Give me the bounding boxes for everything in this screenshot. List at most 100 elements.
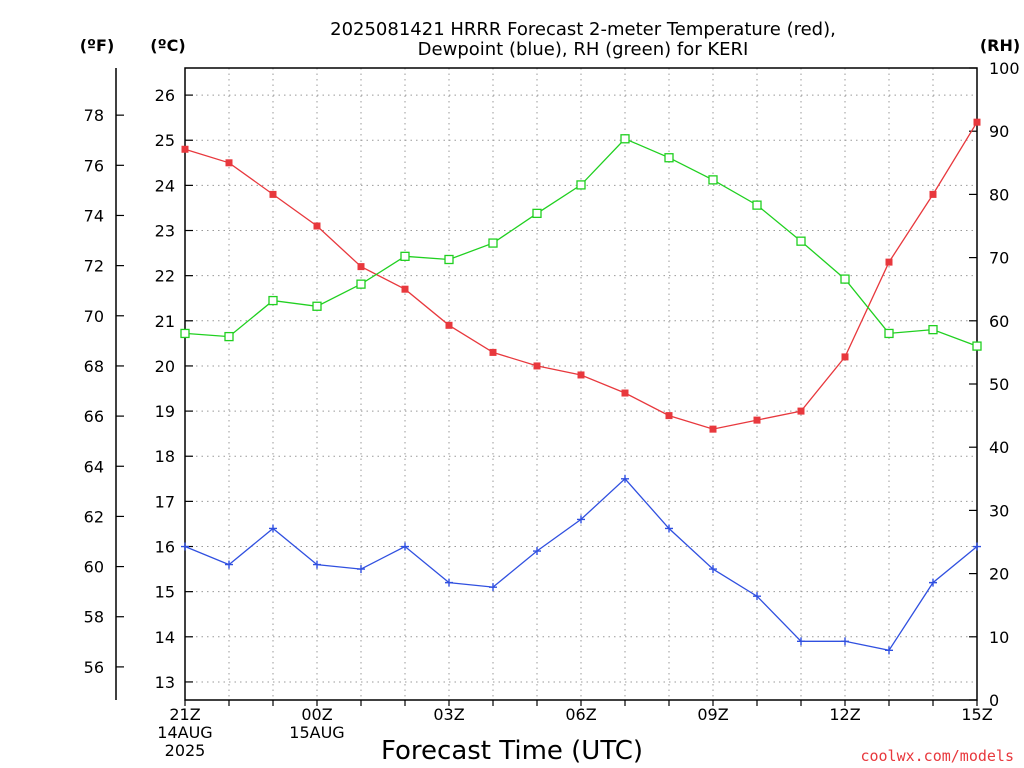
x-axis-title: Forecast Time (UTC): [381, 736, 643, 766]
temperature-point: [401, 285, 409, 293]
celsius-tick-label: 25: [155, 131, 175, 150]
temperature-point: [665, 412, 673, 420]
title-line-1: 2025081421 HRRR Forecast 2-meter Tempera…: [330, 19, 836, 40]
fahrenheit-tick-label: 56: [84, 658, 104, 677]
rh-point: [972, 341, 982, 351]
temperature-point: [269, 190, 277, 198]
dewpoint-point: [797, 637, 805, 646]
dewpoint-point: [577, 515, 585, 524]
temperature-point: [621, 389, 629, 397]
rh-tick-label: 60: [989, 312, 1009, 331]
dewpoint-point: [885, 646, 893, 655]
temperature-point: [797, 407, 805, 415]
celsius-tick-label: 24: [155, 176, 175, 195]
dewpoint-point: [489, 583, 497, 592]
x-tick-label: 2025: [165, 741, 206, 760]
dewpoint-point: [313, 560, 321, 569]
rh-unit-label: (RH): [980, 36, 1020, 55]
temperature-point: [885, 258, 893, 266]
fahrenheit-tick-label: 76: [84, 156, 104, 175]
dewpoint-point: [269, 524, 277, 533]
fahrenheit-tick-label: 66: [84, 407, 104, 426]
celsius-tick-label: 26: [155, 86, 175, 105]
rh-point: [532, 208, 542, 219]
dewpoint-point: [445, 578, 453, 587]
rh-point: [576, 180, 586, 190]
series-temperature: [181, 118, 981, 433]
temperature-point: [973, 118, 981, 126]
x-tick-label: 12Z: [829, 705, 860, 724]
celsius-tick-label: 18: [155, 447, 175, 466]
celsius-tick-label: 13: [155, 673, 175, 692]
rh-tick-label: 100: [989, 59, 1020, 78]
celsius-tick-label: 22: [155, 267, 175, 286]
rh-tick-label: 30: [989, 501, 1009, 520]
temperature-point: [709, 425, 717, 433]
series-rh: [180, 134, 982, 351]
title-line-2: Dewpoint (blue), RH (green) for KERI: [418, 39, 749, 60]
chart-title: 2025081421 HRRR Forecast 2-meter Tempera…: [330, 19, 836, 60]
series: [180, 118, 982, 655]
rh-point: [708, 175, 718, 185]
dewpoint-point: [357, 565, 365, 574]
dewpoint-point: [709, 565, 717, 574]
dewpoint-point: [973, 542, 981, 551]
fahrenheit-tick-label: 62: [84, 507, 104, 526]
celsius-tick-label: 19: [155, 402, 175, 421]
rh-point: [400, 251, 410, 261]
fahrenheit-unit-label: (ºF): [80, 36, 115, 55]
rh-point: [268, 295, 278, 306]
x-tick-label: 06Z: [565, 705, 596, 724]
dewpoint-point: [665, 524, 673, 533]
rh-point: [444, 254, 454, 265]
temperature-point: [225, 159, 233, 167]
celsius-tick-label: 15: [155, 583, 175, 602]
credit-text: coolwx.com/models: [860, 747, 1014, 765]
rh-tick-label: 50: [989, 375, 1009, 394]
temperature-point: [357, 263, 365, 271]
rh-point: [796, 236, 806, 246]
temperature-point: [313, 222, 321, 230]
temperature-point: [445, 321, 453, 329]
x-tick-label: 15AUG: [289, 723, 344, 742]
dewpoint-point: [753, 592, 761, 601]
rh-point: [928, 324, 938, 335]
temperature-point: [929, 190, 937, 198]
series-line-rh: [184, 138, 978, 347]
dewpoint-point: [533, 547, 541, 556]
rh-axis: 0 10 20 30 40 50 60 70 80 90 100: [969, 59, 1020, 710]
x-tick-label: 14AUG: [157, 723, 212, 742]
rh-point: [840, 274, 850, 284]
rh-tick-label: 80: [989, 185, 1009, 204]
rh-point: [312, 301, 322, 311]
x-tick-label: 09Z: [697, 705, 728, 724]
rh-point: [752, 200, 762, 210]
celsius-tick-label: 20: [155, 357, 175, 376]
x-tick-label: 21Z: [169, 705, 200, 724]
dewpoint-point: [621, 474, 629, 483]
dewpoint-point: [401, 542, 409, 551]
temperature-point: [533, 362, 541, 370]
celsius-tick-label: 17: [155, 492, 175, 511]
rh-point: [620, 134, 630, 144]
celsius-unit-label: (ºC): [150, 36, 185, 55]
temperature-point: [841, 353, 849, 361]
rh-point: [356, 279, 366, 289]
temperature-point: [753, 416, 761, 424]
fahrenheit-tick-label: 60: [84, 558, 104, 577]
celsius-tick-label: 21: [155, 312, 175, 331]
series-dewpoint: [181, 474, 981, 655]
fahrenheit-tick-label: 74: [84, 206, 104, 225]
rh-point: [180, 328, 190, 339]
rh-tick-label: 10: [989, 628, 1009, 647]
celsius-tick-label: 14: [155, 628, 175, 647]
fahrenheit-tick-label: 68: [84, 357, 104, 376]
rh-tick-label: 90: [989, 122, 1009, 141]
temperature-point: [181, 145, 189, 153]
rh-tick-label: 20: [989, 565, 1009, 584]
fahrenheit-tick-label: 72: [84, 257, 104, 276]
dewpoint-point: [225, 560, 233, 569]
dewpoint-point: [181, 542, 189, 551]
fahrenheit-tick-label: 78: [84, 106, 104, 125]
